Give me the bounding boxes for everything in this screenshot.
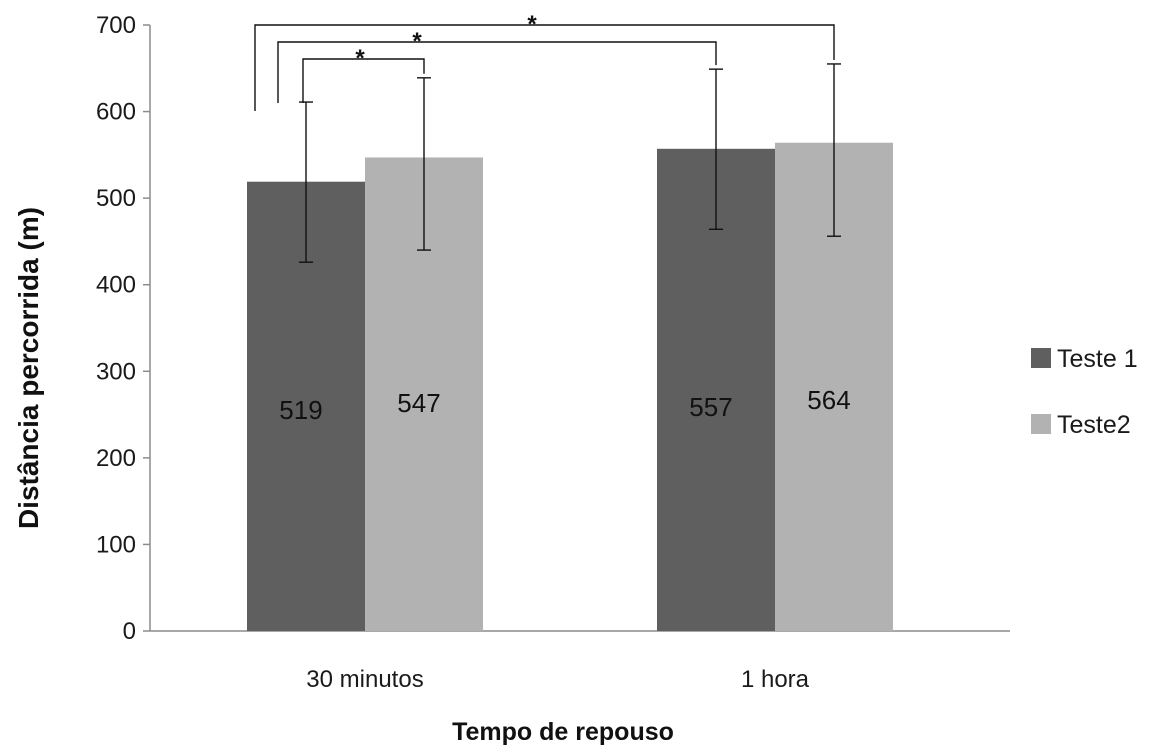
y-tick-label: 600 xyxy=(96,99,136,126)
x-tick-label: 30 minutos xyxy=(306,666,423,693)
data-label: 547 xyxy=(397,388,440,418)
bars xyxy=(247,142,893,632)
data-label: 564 xyxy=(807,385,850,415)
y-tick-label: 300 xyxy=(96,358,136,385)
significance-bracket xyxy=(254,24,835,111)
error-bars xyxy=(299,63,841,263)
y-tick-label: 400 xyxy=(96,272,136,299)
x-tick-label: 1 hora xyxy=(741,666,810,693)
y-tick-label: 700 xyxy=(96,12,136,39)
x-axis: 30 minutos 1 hora xyxy=(150,630,1010,693)
significance-star: * xyxy=(527,11,537,38)
data-labels: 519 557 547 564 xyxy=(279,385,850,425)
significance-brackets: * * * xyxy=(254,11,835,111)
significance-bracket xyxy=(302,58,425,103)
significance-bracket xyxy=(277,41,717,103)
x-axis-title: Tempo de repouso xyxy=(452,718,674,746)
legend-label: Teste2 xyxy=(1057,411,1131,439)
data-label: 557 xyxy=(689,392,732,422)
legend-label: Teste 1 xyxy=(1057,345,1138,373)
significance-star: * xyxy=(355,45,365,72)
significance-star: * xyxy=(412,28,422,55)
y-tick-label: 0 xyxy=(123,618,136,645)
y-tick-label: 200 xyxy=(96,445,136,472)
y-tick-label: 500 xyxy=(96,185,136,212)
y-axis-title: Distância percorrida (m) xyxy=(13,207,44,529)
legend-swatch xyxy=(1031,414,1051,434)
y-axis: 0 100 200 300 400 500 600 700 xyxy=(96,12,151,645)
y-tick-label: 100 xyxy=(96,531,136,558)
legend: Teste 1 Teste2 xyxy=(1031,345,1138,439)
data-label: 519 xyxy=(279,395,322,425)
legend-swatch xyxy=(1031,348,1051,368)
